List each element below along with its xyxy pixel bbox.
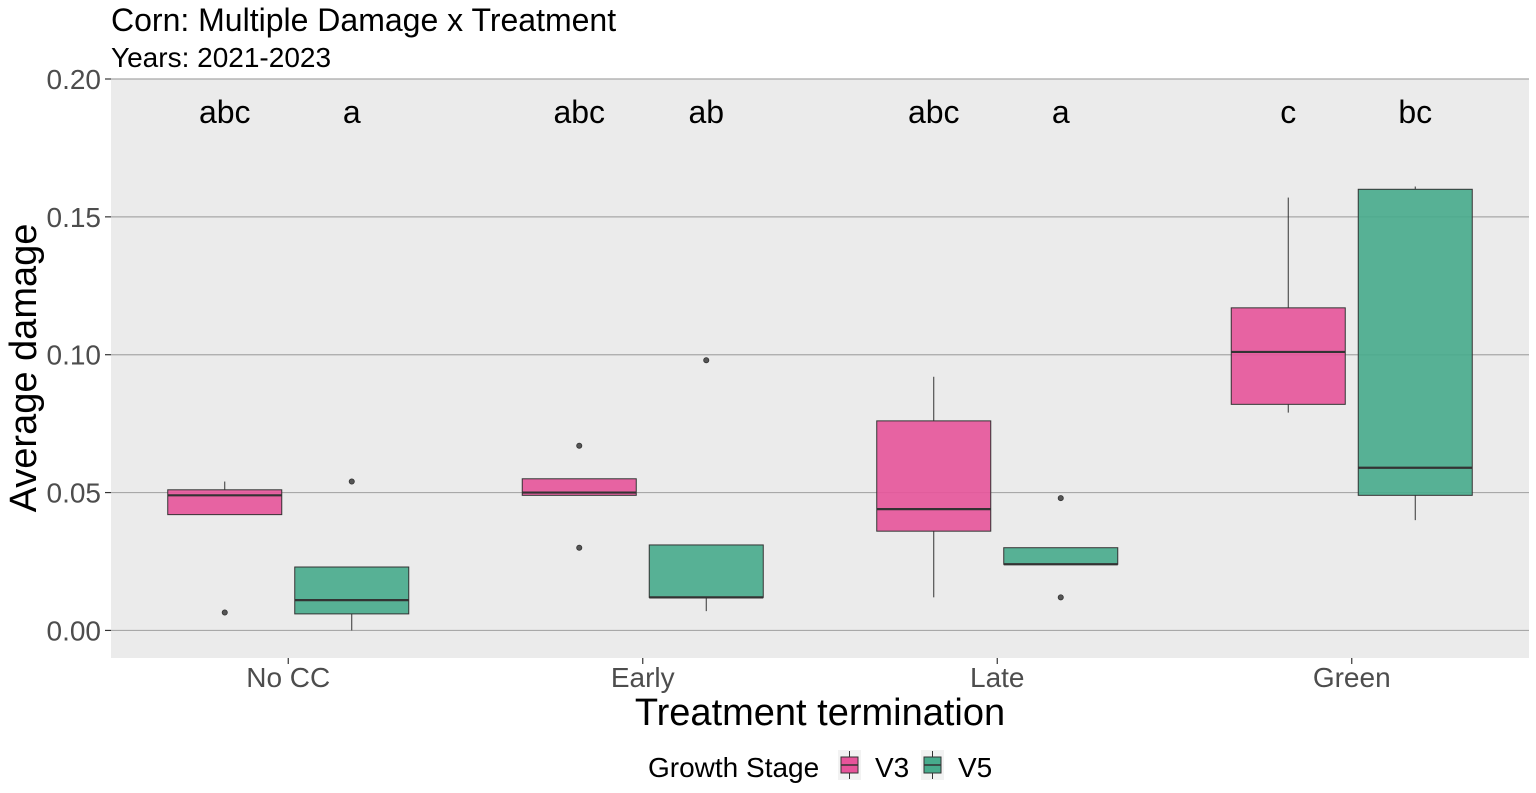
box-iqr	[648, 544, 764, 598]
box-v5-green	[1357, 186, 1473, 521]
legend-title: Growth Stage	[648, 752, 819, 783]
box-v3-late	[876, 376, 992, 598]
y-axis-ticks: 0.00 0.05 0.10 0.15 0.20	[47, 64, 111, 646]
x-tick-label: Late	[970, 662, 1025, 693]
x-axis-title: Treatment termination	[635, 692, 1005, 734]
legend-label-v5: V5	[958, 752, 992, 783]
box-iqr	[521, 478, 637, 496]
outlier-point	[703, 357, 710, 364]
outlier-point	[576, 442, 583, 449]
significance-letter: bc	[1398, 94, 1432, 130]
box-iqr	[876, 420, 992, 532]
box-iqr	[1003, 547, 1119, 565]
outlier-point	[1057, 594, 1064, 601]
significance-letter: a	[343, 94, 361, 130]
legend: Growth Stage V3 V5	[648, 750, 992, 783]
significance-letter: c	[1280, 94, 1296, 130]
outlier-point	[576, 544, 583, 551]
outlier-point	[221, 609, 228, 616]
box-v3-no-cc	[167, 481, 283, 616]
box-v5-no-cc	[294, 478, 410, 631]
box-iqr	[1357, 188, 1473, 496]
significance-letter: abc	[553, 94, 605, 130]
significance-letter: a	[1052, 94, 1070, 130]
box-iqr	[294, 566, 410, 615]
box-v5-late	[1003, 495, 1119, 601]
legend-label-v3: V3	[875, 752, 909, 783]
x-axis-ticks: No CC Early Late Green	[246, 658, 1391, 693]
x-tick-label: Green	[1313, 662, 1391, 693]
box-v3-green	[1230, 197, 1346, 413]
outlier-point	[348, 478, 355, 485]
box-v3-early	[521, 442, 637, 551]
y-tick-label: 0.05	[47, 478, 102, 509]
box-iqr	[1230, 307, 1346, 405]
box-v5-early	[648, 357, 764, 612]
y-tick-label: 0.10	[47, 340, 102, 371]
significance-letter: ab	[688, 94, 724, 130]
y-tick-label: 0.20	[47, 64, 102, 95]
significance-letters: abc abc abc ca ab a bc	[199, 94, 1432, 130]
chart-subtitle: Years: 2021-2023	[111, 42, 331, 73]
y-tick-label: 0.15	[47, 202, 102, 233]
x-tick-label: No CC	[246, 662, 330, 693]
legend-key-v5	[921, 750, 944, 780]
legend-key-v3	[838, 750, 861, 780]
significance-letter: abc	[908, 94, 960, 130]
outlier-point	[1057, 495, 1064, 502]
boxplots	[167, 186, 1473, 631]
x-tick-label: Early	[611, 662, 675, 693]
chart-title: Corn: Multiple Damage x Treatment	[111, 2, 616, 38]
y-axis-title: Average damage	[3, 224, 45, 513]
significance-letter: abc	[199, 94, 251, 130]
box-iqr	[167, 489, 283, 516]
y-tick-label: 0.00	[47, 615, 102, 646]
